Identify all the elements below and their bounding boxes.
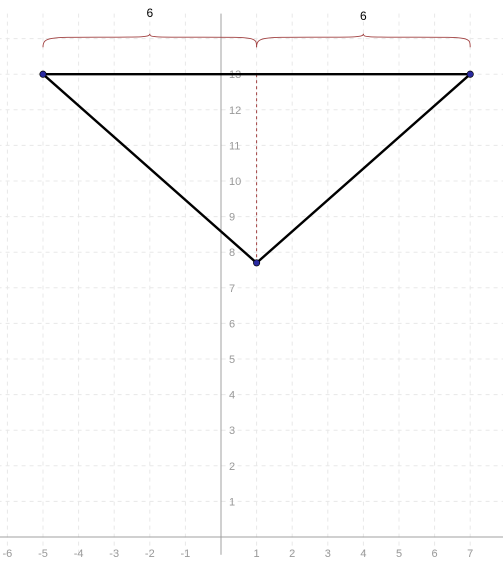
y-tick-label: 6	[229, 318, 235, 330]
x-tick-label: 2	[289, 548, 295, 560]
x-tick-label: 1	[254, 548, 260, 560]
x-tick-label: 3	[325, 548, 331, 560]
vertex-marker	[467, 71, 473, 77]
geometry-plot: -6-5-4-3-2-112345671234567891011121366	[0, 0, 503, 575]
y-tick-label: 1	[229, 496, 235, 508]
y-tick-label: 4	[229, 390, 235, 402]
y-tick-label: 12	[229, 105, 241, 117]
x-tick-label: 7	[467, 548, 473, 560]
y-tick-label: 8	[229, 247, 235, 259]
y-tick-label: 7	[229, 283, 235, 295]
y-tick-label: 11	[229, 140, 240, 152]
x-tick-label: -4	[74, 548, 84, 560]
vertex-marker	[253, 260, 259, 266]
x-tick-label: 4	[360, 548, 366, 560]
x-tick-label: -6	[3, 548, 13, 560]
x-tick-label: 6	[432, 548, 438, 560]
x-tick-label: -2	[145, 548, 155, 560]
y-tick-label: 5	[229, 354, 235, 366]
y-tick-label: 9	[229, 212, 235, 224]
y-tick-label: 2	[229, 461, 235, 473]
vertex-marker	[40, 71, 46, 77]
x-tick-label: -1	[181, 548, 191, 560]
brace-label: 6	[360, 9, 367, 23]
y-tick-label: 10	[229, 176, 241, 188]
y-tick-label: 3	[229, 425, 235, 437]
x-tick-label: 5	[396, 548, 402, 560]
x-tick-label: -3	[109, 548, 119, 560]
brace-label: 6	[146, 6, 153, 20]
x-tick-label: -5	[38, 548, 48, 560]
